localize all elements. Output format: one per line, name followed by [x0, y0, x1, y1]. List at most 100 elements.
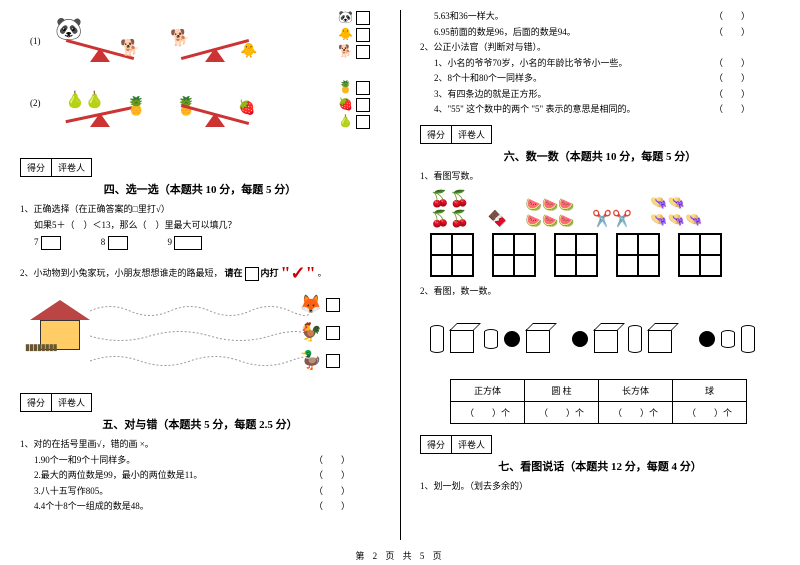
path-2	[90, 327, 310, 345]
paren[interactable]: （ ）	[714, 57, 750, 71]
th-cube: 正方体	[451, 379, 525, 401]
s5-item-2: 2.最大的两位数是99，最小的两位数是11。 （ ）	[20, 469, 380, 483]
s5-q1: 1、对的在括号里画√，错的画 ×。	[20, 438, 380, 452]
paren[interactable]: （ ）	[314, 469, 350, 483]
cylinder-icon	[484, 329, 498, 349]
chocolate-icon: 🍫	[488, 209, 508, 229]
r-top-1: 5.63和36一样大。 （ ）	[420, 10, 780, 24]
strawberry-icon: 🍓	[238, 100, 255, 117]
pear-icon: 🍐🍐	[65, 90, 105, 110]
scissors-icon: ✂️✂️	[592, 209, 632, 229]
ball-icon	[699, 331, 715, 347]
th-ball: 球	[673, 379, 747, 401]
s4-q2-row: 2、小动物到小兔家玩，小朋友想想谁走的路最短， 请在 内打 "✓"。	[20, 260, 380, 287]
fulcrum-1b	[205, 48, 225, 62]
rq2-3-text: 3、有四条边的就是正方形。	[434, 89, 547, 99]
section-5-title: 五、对与错（本题共 5 分，每题 2.5 分）	[20, 416, 380, 432]
instruct-box	[245, 267, 259, 281]
checkbox[interactable]	[356, 98, 370, 112]
table-row: 正方体 圆 柱 长方体 球	[451, 379, 747, 401]
paren[interactable]: （ ）	[714, 103, 750, 117]
score-box-6: 得分 评卷人	[420, 125, 492, 144]
s5-item-3: 3.八十五写作805。 （ ）	[20, 485, 380, 499]
checkbox[interactable]	[326, 298, 340, 312]
chick-opt-icon: 🐥	[338, 27, 353, 42]
grid-box[interactable]	[616, 233, 660, 277]
path-1	[90, 302, 310, 320]
opt-8: 8	[101, 237, 106, 247]
opt-box[interactable]	[41, 236, 61, 250]
checkbox[interactable]	[356, 45, 370, 59]
pear-opt-icon: 🍐	[338, 114, 353, 129]
label-2: (2)	[30, 98, 41, 108]
label-1: (1)	[30, 36, 41, 46]
grid-box[interactable]	[430, 233, 474, 277]
count-cell[interactable]: （ ）个	[673, 401, 747, 423]
count-cell[interactable]: （ ）个	[451, 401, 525, 423]
r-t1-text: 5.63和36一样大。	[434, 11, 504, 21]
paren[interactable]: （ ）	[714, 88, 750, 102]
s6-q2: 2、看图，数一数。	[420, 285, 780, 299]
section-6-title: 六、数一数（本题共 10 分，每题 5 分）	[420, 148, 780, 164]
table-row: （ ）个 （ ）个 （ ）个 （ ）个	[451, 401, 747, 423]
cylinder-icon	[721, 330, 735, 348]
checkbox[interactable]	[326, 354, 340, 368]
pineapple-opt-icon: 🍍	[338, 80, 353, 95]
s5-item-1: 1.90个一和9个十同样多。 （ ）	[20, 454, 380, 468]
rq2-4-text: 4、"55" 这个数中的两个 "5" 表示的意思是相同的。	[434, 104, 635, 114]
left-column: (1) (2) 🐼 🐕 🐕 🐥 🐼 🐥 🐕 🍐🍐 🍍 🍍	[0, 0, 400, 548]
paren[interactable]: （ ）	[314, 454, 350, 468]
check-group-1: 🐼 🐥 🐕	[338, 10, 370, 61]
checkbox[interactable]	[326, 326, 340, 340]
s7-q1: 1、划一划。（划去多余的）	[420, 480, 780, 494]
cylinder-icon	[628, 325, 642, 353]
checkbox[interactable]	[356, 11, 370, 25]
s4-q2: 2、小动物到小兔家玩，小朋友想想谁走的路最短，	[20, 267, 223, 281]
score-label: 得分	[21, 159, 52, 176]
s5-i3-text: 3.八十五写作805。	[34, 486, 108, 496]
r-q2: 2、公正小法官（判断对与错）。	[420, 41, 780, 55]
count-cell[interactable]: （ ）个	[525, 401, 599, 423]
panda-icon: 🐼	[55, 16, 82, 42]
ball-icon	[572, 331, 588, 347]
r-q2-3: 3、有四条边的就是正方形。 （ ）	[420, 88, 780, 102]
opt-box[interactable]	[174, 236, 202, 250]
opt-box[interactable]	[108, 236, 128, 250]
s5-i1-text: 1.90个一和9个十同样多。	[34, 455, 135, 465]
strawberry-opt-icon: 🍓	[338, 97, 353, 112]
checkbox[interactable]	[356, 115, 370, 129]
checkbox[interactable]	[356, 81, 370, 95]
paren[interactable]: （ ）	[714, 26, 750, 40]
s4-options: 7 8 9	[20, 236, 380, 250]
score-label: 得分	[421, 436, 452, 453]
dog-opt-icon: 🐕	[338, 44, 353, 59]
cherries-icon: 🍒🍒🍒🍒	[430, 189, 470, 229]
fox-icon: 🦊	[300, 294, 322, 315]
cube-icon	[594, 325, 622, 353]
grader-label: 评卷人	[52, 159, 91, 176]
th-cylinder: 圆 柱	[525, 379, 599, 401]
paren[interactable]: （ ）	[314, 485, 350, 499]
check-group-2: 🍍 🍓 🍐	[338, 80, 370, 131]
s5-i2-text: 2.最大的两位数是99，最小的两位数是11。	[34, 470, 202, 480]
r-top-2: 6.95前面的数是96，后面的数是94。（ ）	[420, 26, 780, 40]
right-column: 5.63和36一样大。 （ ） 6.95前面的数是96，后面的数是94。（ ） 2…	[400, 0, 800, 548]
hats-icon: 👒👒👒👒👒	[650, 195, 702, 229]
count-cell[interactable]: （ ）个	[599, 401, 673, 423]
s4-q2-i2: 内打	[261, 267, 279, 281]
checkbox[interactable]	[356, 28, 370, 42]
page-content: (1) (2) 🐼 🐕 🐕 🐥 🐼 🐥 🐕 🍐🍐 🍍 🍍	[0, 0, 800, 548]
score-label: 得分	[421, 126, 452, 143]
paren[interactable]: （ ）	[314, 500, 350, 514]
answer-grids	[430, 233, 780, 277]
r-q2-4: 4、"55" 这个数中的两个 "5" 表示的意思是相同的。 （ ）	[420, 103, 780, 117]
path-diagram: ▮▮▮▮▮▮▮▮ 🦊 🐓 🦆	[20, 292, 380, 382]
rq2-1-text: 1、小名的爷爷70岁，小名的年龄比爷爷小一些。	[434, 58, 628, 68]
paren[interactable]: （ ）	[714, 72, 750, 86]
score-box-4: 得分 评卷人	[20, 158, 92, 177]
grid-box[interactable]	[554, 233, 598, 277]
paren[interactable]: （ ）	[714, 10, 750, 24]
grid-box[interactable]	[678, 233, 722, 277]
path-3	[90, 352, 310, 370]
grid-box[interactable]	[492, 233, 536, 277]
